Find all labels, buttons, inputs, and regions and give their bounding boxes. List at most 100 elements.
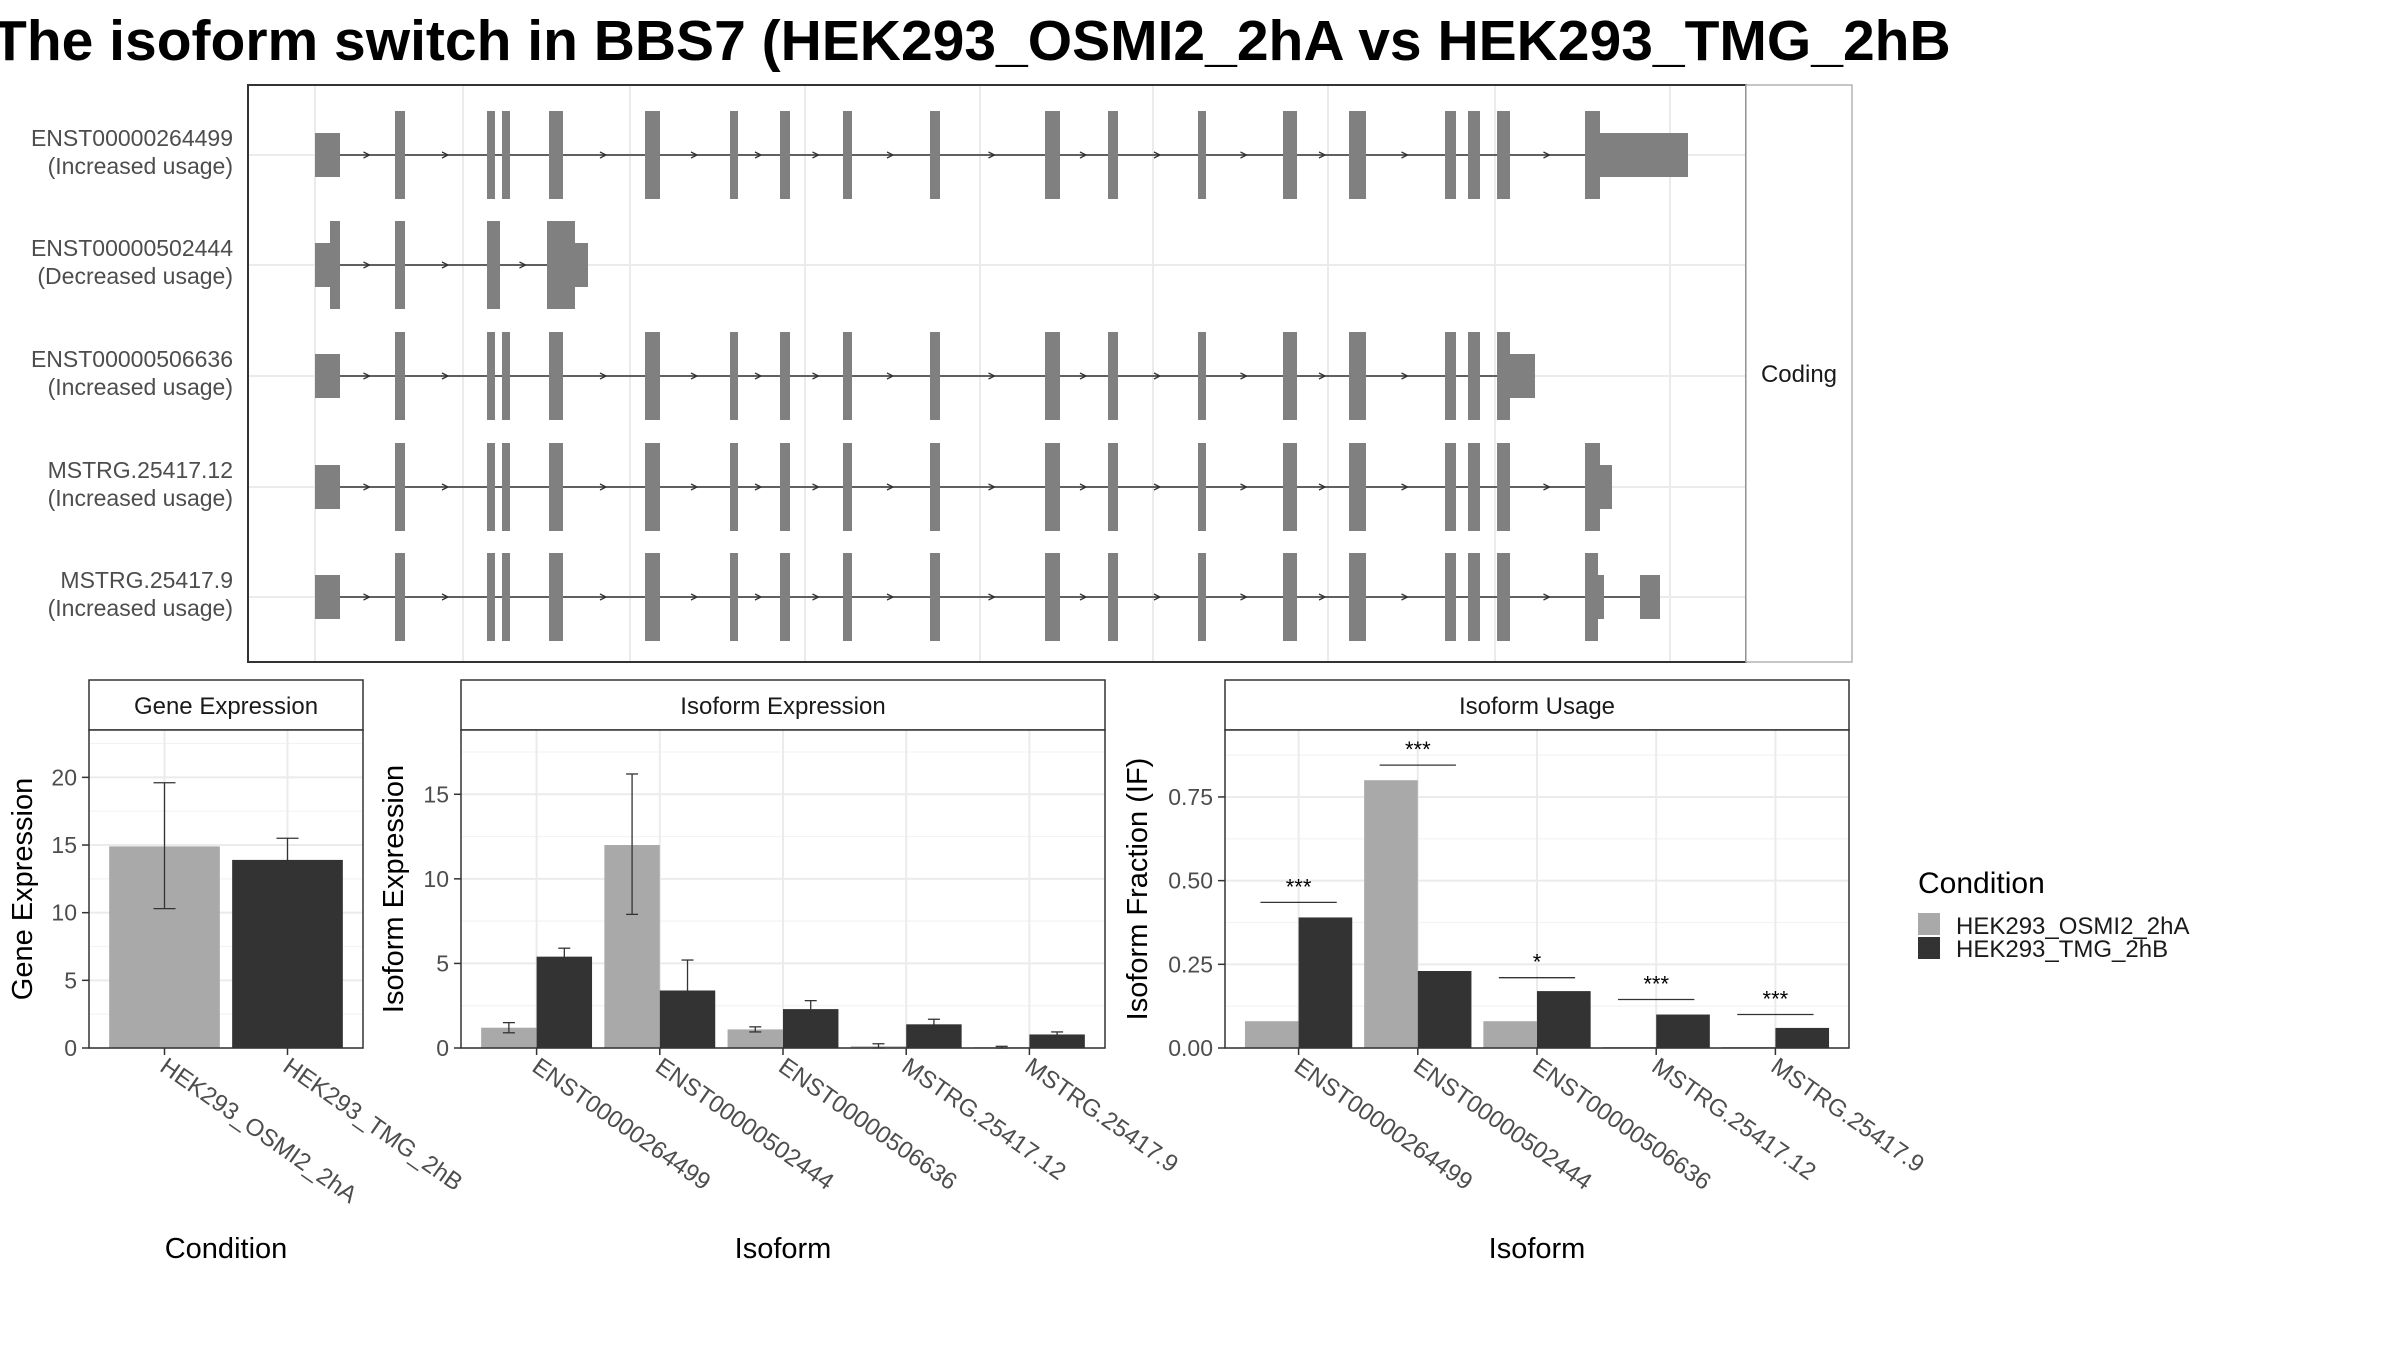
y-tick-label: 0 [64, 1035, 77, 1061]
strand-arrow [1153, 593, 1162, 601]
strand-arrow [1079, 483, 1088, 491]
y-tick-label: 5 [436, 950, 449, 976]
strand-arrow [988, 593, 996, 601]
y-tick-label: 0.25 [1168, 951, 1213, 977]
coding-exon [1468, 332, 1480, 420]
coding-exon [1198, 332, 1206, 420]
strand-arrow [886, 151, 895, 159]
coding-exon [930, 111, 940, 199]
strand-arrow [690, 593, 699, 601]
gene-expression-x-axis-title: Condition [165, 1233, 288, 1265]
strand-arrow [1153, 483, 1162, 491]
transcript-id-label: ENST00000502444 [31, 235, 233, 261]
strand-arrow [690, 151, 699, 159]
coding-exon [1198, 111, 1206, 199]
isoform-expression-strip [460, 679, 1106, 731]
significance-label: *** [1763, 987, 1789, 1012]
coding-exon [1349, 553, 1366, 641]
coding-exon [1468, 111, 1480, 199]
transcript-structure-panel: Coding ENST00000264499(Increased usage)E… [31, 84, 1853, 663]
coding-exon [549, 111, 563, 199]
coding-exon [547, 221, 575, 309]
coding-exon [1283, 332, 1297, 420]
gene-expression-y-axis-title: Gene Expression [7, 778, 39, 1000]
coding-exon [1045, 332, 1060, 420]
coding-exon [487, 221, 500, 309]
coding-exon [780, 111, 790, 199]
coding-exon [645, 111, 660, 199]
strand-arrow [988, 372, 996, 380]
strand-arrow [1401, 593, 1409, 601]
structure-panel-border [247, 84, 1747, 663]
strand-arrow [690, 372, 699, 380]
chart-title: The isoform switch in BBS7 (HEK293_OSMI2… [0, 9, 1951, 73]
utr-exon [315, 133, 340, 177]
coding-exon [1468, 443, 1480, 531]
strand-arrow [599, 372, 608, 380]
strand-arrow [599, 483, 608, 491]
strand-arrow [1079, 372, 1088, 380]
coding-exon [549, 332, 563, 420]
coding-exon [930, 553, 940, 641]
coding-exon [645, 553, 660, 641]
strand-arrow [441, 593, 450, 601]
legend: Condition HEK293_OSMI2_2hA HEK293_TMG_2h… [1918, 867, 2189, 963]
strand-arrow [754, 372, 763, 380]
coding-exon [487, 553, 495, 641]
utr-exon [1600, 465, 1612, 509]
y-tick-label: 15 [423, 781, 449, 807]
strand-arrow [1153, 372, 1162, 380]
coding-exon [1198, 443, 1206, 531]
coding-exon [1108, 553, 1118, 641]
strand-arrow [1401, 151, 1409, 159]
gene-expression-bar [232, 859, 343, 1048]
strand-arrow [363, 593, 371, 601]
coding-exon [843, 111, 852, 199]
strand-arrow [754, 483, 763, 491]
legend-title: Condition [1918, 867, 2045, 900]
y-tick-label: 15 [51, 832, 77, 858]
significance-label: * [1533, 950, 1542, 975]
utr-exon [315, 575, 340, 619]
isoform-bar [1775, 1027, 1830, 1048]
transcript-usage-label: (Increased usage) [48, 595, 233, 621]
coding-exon [843, 443, 852, 531]
gene-expression-strip [88, 679, 364, 731]
strand-arrow [1153, 151, 1162, 159]
strand-arrow [599, 593, 608, 601]
isoform-bar [1244, 1021, 1299, 1048]
strand-arrow [886, 372, 895, 380]
strand-arrow [812, 151, 820, 159]
isoform-expression-y-axis-title: Isoform Expression [378, 765, 410, 1013]
coding-exon [395, 221, 405, 309]
coding-exon [780, 553, 790, 641]
coding-exon [730, 553, 738, 641]
coding-exon [1045, 443, 1060, 531]
utr-exon [1598, 575, 1604, 619]
strand-arrow [1543, 151, 1551, 159]
strand-arrow [988, 151, 996, 159]
isoform-bar [727, 1029, 783, 1048]
coding-exon [549, 443, 563, 531]
coding-exon [1445, 553, 1456, 641]
isoform-bar [1364, 780, 1418, 1048]
coding-exon [1045, 111, 1060, 199]
transcript-row [315, 332, 1535, 420]
strand-arrow [1318, 151, 1327, 159]
isoform-expression-strip-label: Isoform Expression [680, 693, 885, 720]
isoform-usage-x-axis-title: Isoform [1489, 1233, 1586, 1265]
coding-exon [1108, 111, 1118, 199]
y-tick-label: 0.00 [1168, 1035, 1213, 1061]
coding-exon [330, 221, 340, 309]
significance-label: *** [1405, 737, 1431, 762]
coding-exon [930, 332, 940, 420]
structure-strip-label: Coding [1761, 361, 1837, 388]
isoform-bar [536, 956, 593, 1048]
coding-exon [843, 553, 852, 641]
coding-exon [645, 443, 660, 531]
coding-exon [1468, 553, 1480, 641]
isoform-bar [1417, 971, 1472, 1048]
strand-arrow [441, 483, 450, 491]
transcript-usage-label: (Increased usage) [48, 153, 233, 179]
coding-exon [487, 111, 495, 199]
